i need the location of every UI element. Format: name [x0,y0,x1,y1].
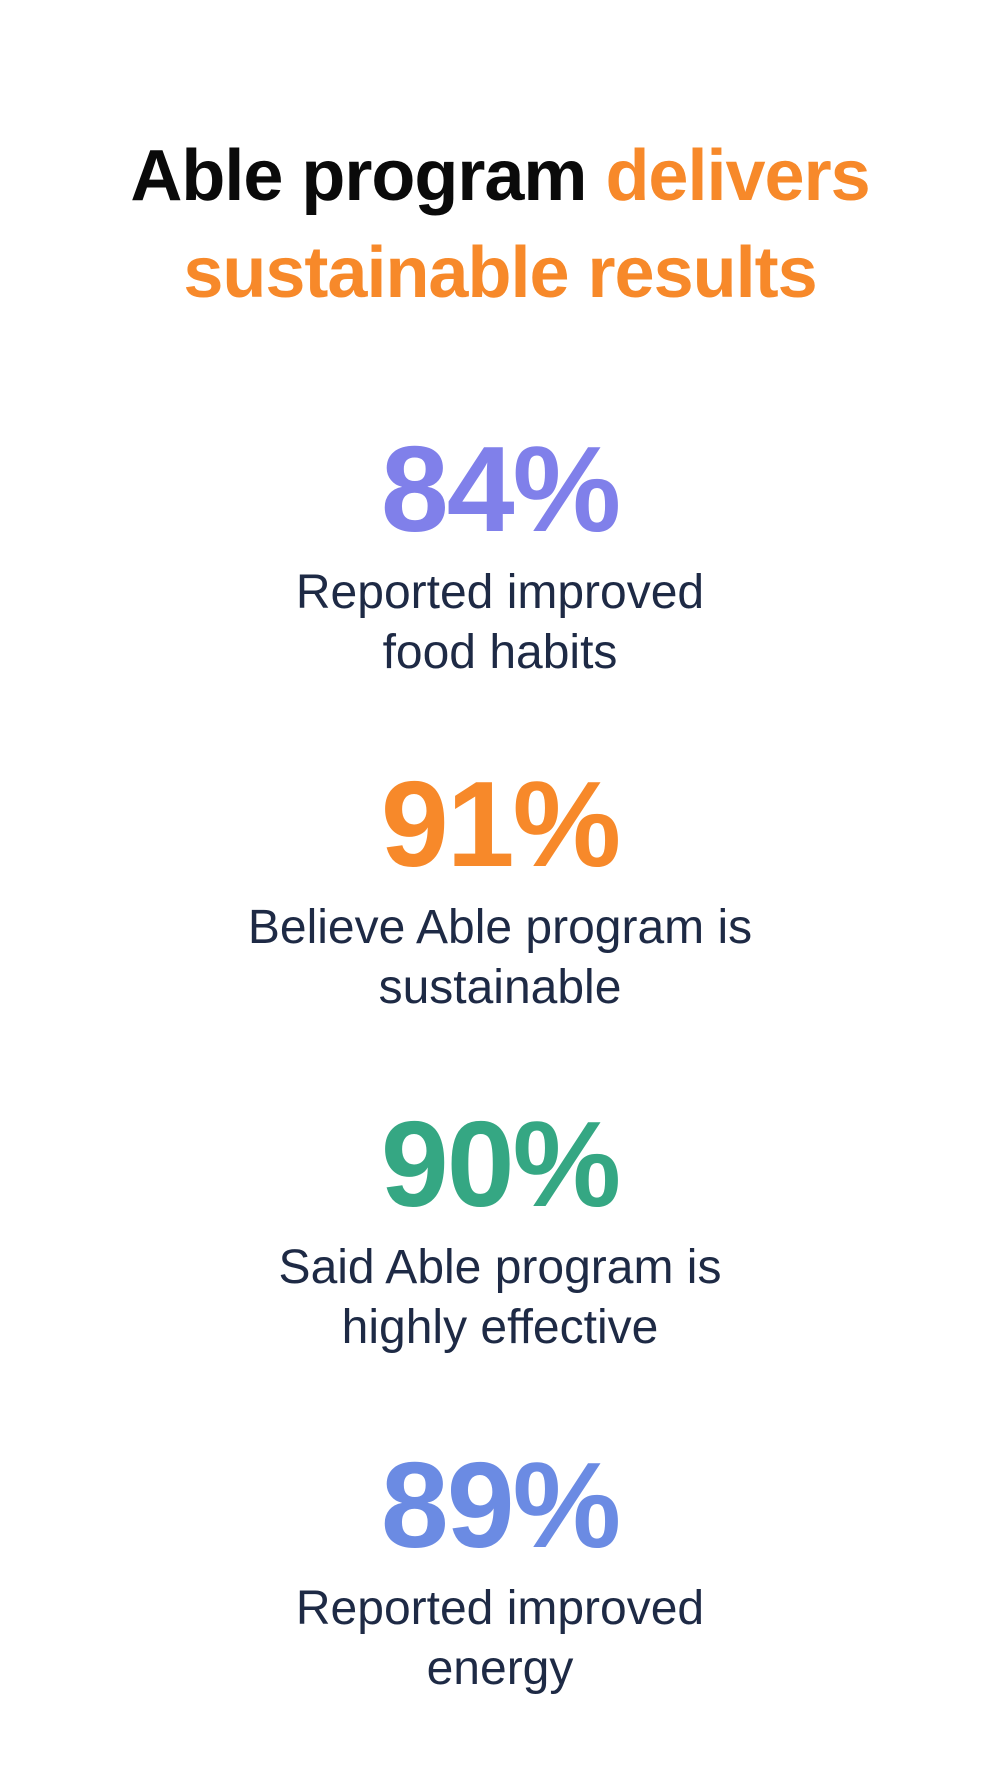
stat-value: 89% [380,1437,621,1573]
stat-block: 91% Believe Able program is sustainable [0,759,1000,1018]
stat-label-line: Reported improved [295,1582,705,1635]
title-highlight: delivers sustainable results [183,136,870,313]
stat-label: Believe Able program is sustainable [0,898,1000,1018]
stat-label-line: Believe Able program is [247,901,753,954]
stat-label: Reported improved energy [0,1579,1000,1699]
stat-label-line: energy [426,1642,574,1695]
stat-label-line: highly effective [341,1301,659,1354]
stat-label: Reported improved food habits [0,563,1000,683]
title-part: Able program [130,136,587,216]
stat-value: 91% [380,756,621,892]
stat-block: 90% Said Able program is highly effective [0,1099,1000,1358]
stat-block: 84% Reported improved food habits [0,424,1000,683]
stat-block: 89% Reported improved energy [0,1440,1000,1699]
stat-label-line: sustainable [378,961,622,1014]
stat-label-line: food habits [382,626,618,679]
title: Able program delivers sustainable result… [60,128,940,322]
stat-label: Said Able program is highly effective [0,1238,1000,1358]
stat-label-line: Reported improved [295,566,705,619]
stat-value: 84% [380,421,621,557]
stat-value: 90% [380,1096,621,1232]
stat-label-line: Said Able program is [278,1241,722,1294]
